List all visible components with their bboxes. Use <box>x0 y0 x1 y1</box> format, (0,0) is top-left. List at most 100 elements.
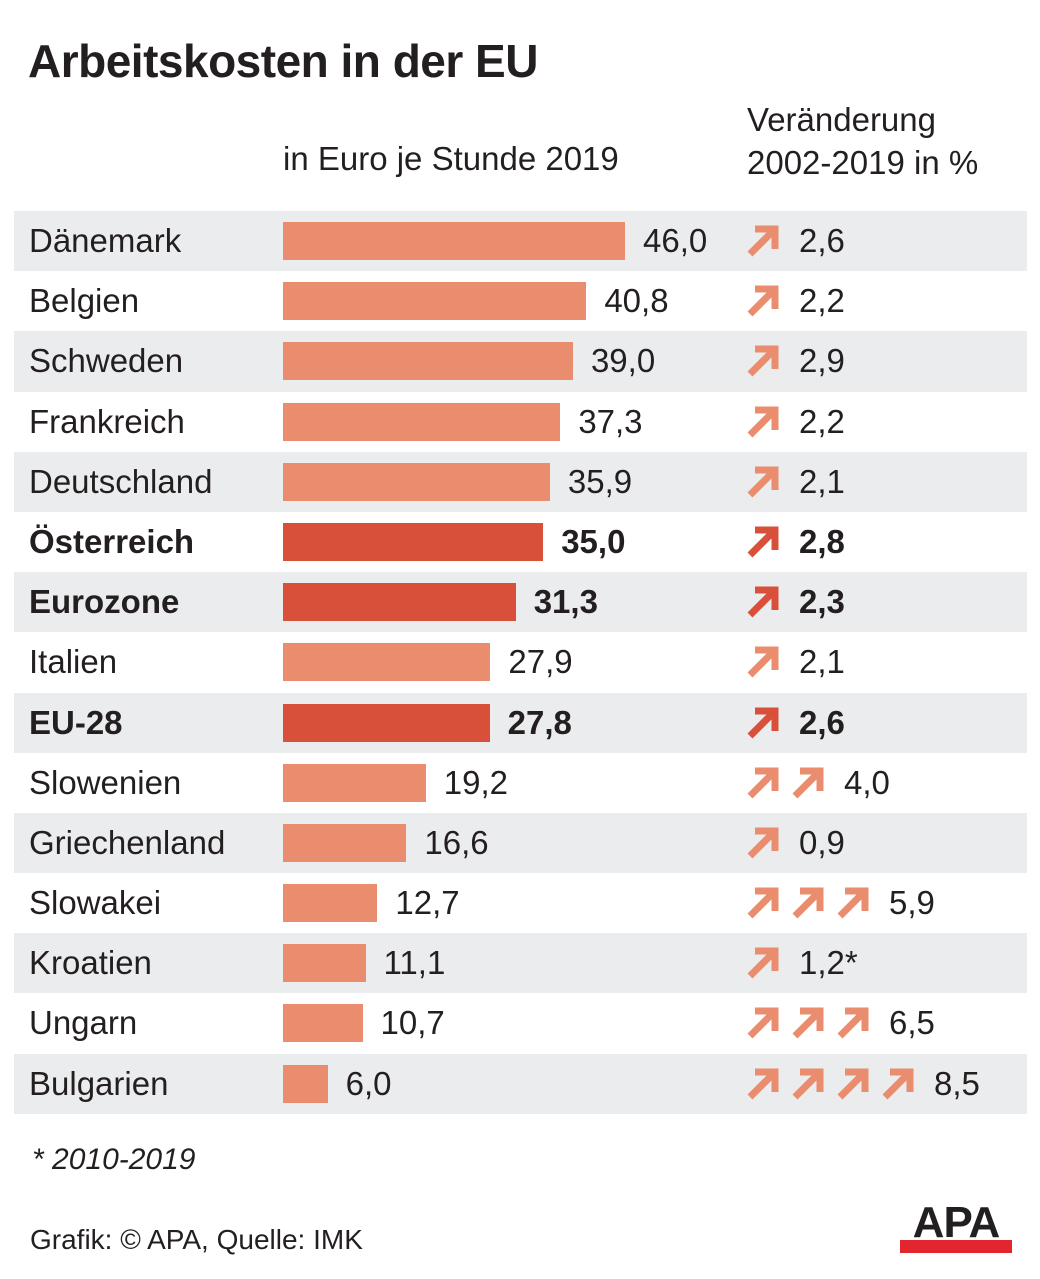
up-right-arrow-icon <box>747 1068 779 1100</box>
bar <box>283 342 573 381</box>
change-value-label: 0,9 <box>799 823 845 861</box>
bar-column-header: in Euro je Stunde 2019 <box>283 140 619 177</box>
category-label: Kroatien <box>29 944 152 982</box>
category-label: Österreich <box>29 522 195 560</box>
bar <box>283 1064 328 1103</box>
category-label: Dänemark <box>29 222 182 259</box>
change-value-label: 2,2 <box>799 402 845 440</box>
up-right-arrow-icon <box>747 466 779 498</box>
chart-row: Griechenland 16,6 0,9 <box>14 812 1027 874</box>
change-arrows <box>747 947 792 979</box>
up-right-arrow-icon <box>747 526 779 558</box>
bar-value-label: 27,8 <box>507 703 572 741</box>
change-arrows <box>747 345 792 377</box>
chart-row: Slowakei 12,7 5,9 <box>14 873 1027 933</box>
bar <box>283 462 550 501</box>
up-right-arrow-icon <box>747 345 779 377</box>
bar <box>283 944 366 983</box>
change-header-line1: Veränderung <box>747 101 936 138</box>
bar-value-label: 16,6 <box>424 823 489 861</box>
change-arrows <box>747 707 792 739</box>
change-arrows <box>747 1068 927 1100</box>
bar-value-label: 35,9 <box>567 462 633 500</box>
chart-row: Ungarn 10,7 6,5 <box>14 993 1027 1053</box>
chart-rows: Dänemark 46,0 2,6 Belgien 40,8 2,2 Schweden 39,… <box>14 211 1027 1114</box>
bar-value-label: 6,0 <box>345 1064 392 1102</box>
bar <box>283 763 426 802</box>
up-right-arrow-icon <box>837 1068 869 1100</box>
category-label: Griechenland <box>29 823 226 861</box>
up-right-arrow-icon <box>792 887 824 919</box>
source-credit: Grafik: © APA, Quelle: IMK <box>30 1224 363 1255</box>
bar <box>283 522 544 561</box>
up-right-arrow-icon <box>747 1007 779 1039</box>
footnote: * 2010-2019 <box>32 1143 196 1176</box>
up-right-arrow-icon <box>792 1068 824 1100</box>
change-arrows <box>747 1007 882 1039</box>
category-label: EU-28 <box>29 703 123 741</box>
bar <box>283 884 378 923</box>
change-arrows <box>747 827 792 859</box>
change-value-label: 2,2 <box>799 282 845 320</box>
bar-value-label: 11,1 <box>383 944 446 982</box>
change-value-label: 2,1 <box>799 462 845 500</box>
change-value-label: 2,6 <box>799 222 845 259</box>
up-right-arrow-icon <box>837 887 869 919</box>
chart-row: Eurozone 31,3 2,3 <box>14 572 1027 633</box>
chart-row: Bulgarien 6,0 8,5 <box>14 1053 1027 1114</box>
bar-value-label: 40,8 <box>604 282 669 320</box>
chart-row: Slowenien 19,2 4,0 <box>14 753 1027 813</box>
change-value-label: 2,8 <box>799 522 845 560</box>
bar-value-label: 46,0 <box>643 222 708 259</box>
category-label: Ungarn <box>29 1004 138 1042</box>
bar <box>283 282 587 321</box>
chart-row: Deutschland 35,9 2,1 <box>14 451 1027 512</box>
chart-row: Österreich 35,0 2,8 <box>14 512 1027 572</box>
apa-logo: APA <box>900 1201 1012 1253</box>
chart-row: Italien 27,9 2,1 <box>14 632 1027 692</box>
up-right-arrow-icon <box>792 1007 824 1039</box>
change-arrows <box>747 887 882 919</box>
change-arrows <box>747 285 792 317</box>
change-value-label: 2,3 <box>799 583 845 621</box>
chart-row: Kroatien 11,1 1,2* <box>14 933 1027 994</box>
change-value-label: 8,5 <box>934 1064 980 1102</box>
category-label: Frankreich <box>29 402 185 440</box>
bar <box>283 823 407 862</box>
change-value-label: 5,9 <box>889 884 935 922</box>
change-value-label: 2,9 <box>799 342 845 380</box>
bar-value-label: 37,3 <box>578 402 643 440</box>
bar <box>283 583 516 622</box>
up-right-arrow-icon <box>792 767 824 799</box>
category-label: Belgien <box>29 282 140 320</box>
up-right-arrow-icon <box>747 406 779 438</box>
change-column-header: Veränderung 2002-2019 in % <box>747 98 978 184</box>
bar-value-label: 19,2 <box>443 763 508 801</box>
change-header-line2: 2002-2019 in % <box>747 144 979 181</box>
bar <box>283 402 561 441</box>
chart-row: Schweden 39,0 2,9 <box>14 331 1027 392</box>
up-right-arrow-icon <box>747 225 779 257</box>
category-label: Eurozone <box>29 583 180 621</box>
bar <box>283 703 490 742</box>
change-value-label: 4,0 <box>844 763 890 801</box>
up-right-arrow-icon <box>747 646 779 678</box>
change-arrows <box>747 526 792 558</box>
bar <box>283 222 625 260</box>
change-arrows <box>747 767 837 799</box>
up-right-arrow-icon <box>747 947 779 979</box>
up-right-arrow-icon <box>747 827 779 859</box>
up-right-arrow-icon <box>747 887 779 919</box>
up-right-arrow-icon <box>747 586 779 618</box>
change-arrows <box>747 466 792 498</box>
up-right-arrow-icon <box>882 1068 914 1100</box>
bar-value-label: 31,3 <box>533 583 598 621</box>
chart-row: Frankreich 37,3 2,2 <box>14 392 1027 452</box>
up-right-arrow-icon <box>837 1007 869 1039</box>
bar-value-label: 10,7 <box>380 1004 445 1042</box>
change-arrows <box>747 586 792 618</box>
bar-value-label: 27,9 <box>508 643 573 681</box>
category-label: Slowakei <box>29 884 162 922</box>
change-value-label: 2,6 <box>799 703 845 741</box>
change-arrows <box>747 646 792 678</box>
